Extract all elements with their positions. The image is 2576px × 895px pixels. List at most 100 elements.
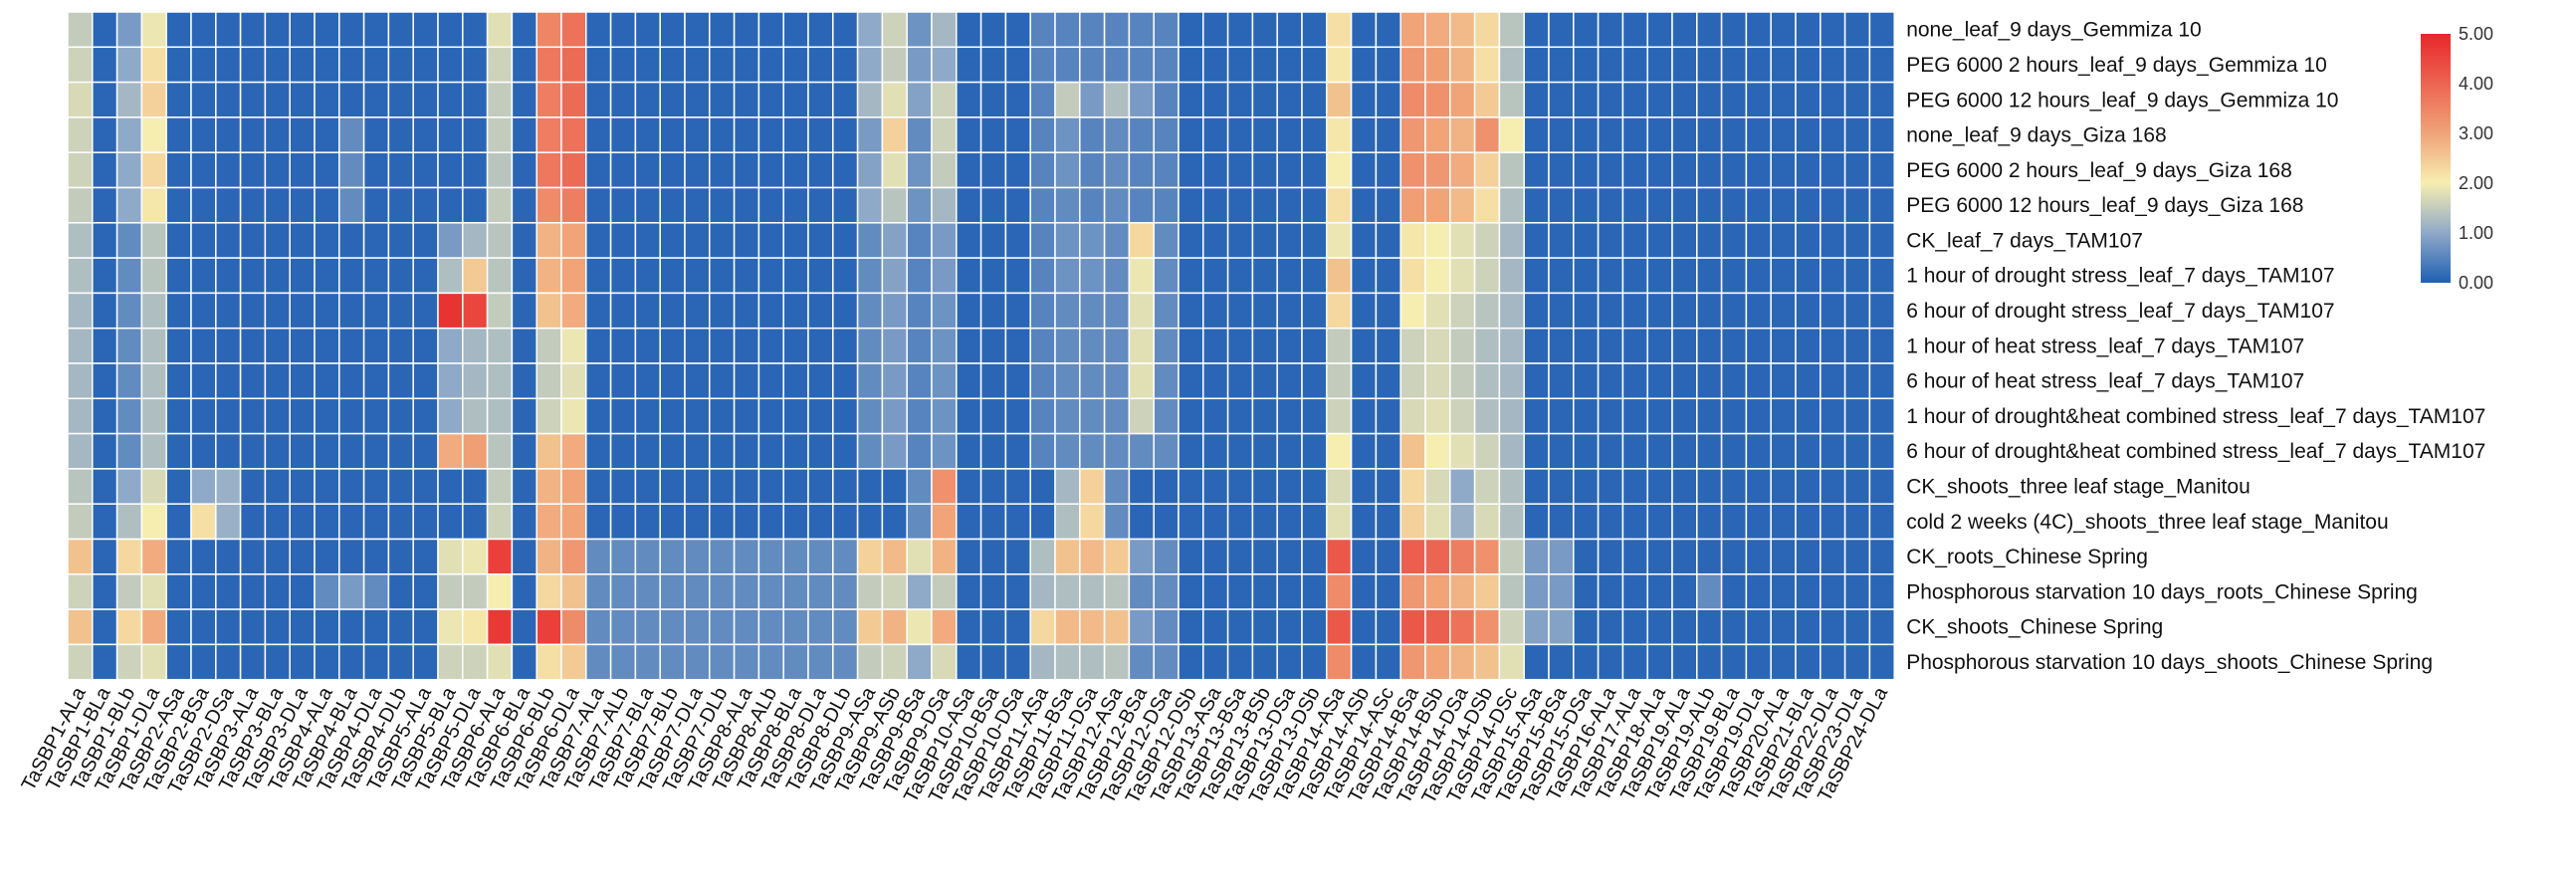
heatmap-cell [511,432,537,470]
heatmap-cell [1054,257,1081,295]
heatmap-cell [1523,608,1550,646]
heatmap-cell [1573,116,1600,153]
heatmap-cell [906,432,933,470]
heatmap-cell [832,643,859,681]
heatmap-cell [1621,608,1648,646]
heatmap-cell [979,81,1007,118]
heatmap-cell [1301,538,1328,575]
heatmap-cell [1720,11,1748,49]
heatmap-cell [1029,432,1056,470]
heatmap-cell [67,643,94,681]
heatmap-cell [1004,292,1031,330]
heatmap-cell [560,503,587,541]
heatmap-cell [684,186,711,224]
heatmap-cell [659,432,686,470]
heatmap-cell [1795,362,1822,400]
heatmap-cell [1326,151,1353,189]
heatmap-cell [609,292,637,330]
heatmap-cell [1820,292,1846,330]
heatmap-cell [1079,503,1106,541]
heatmap-cell [856,362,884,400]
heatmap-cell [956,81,982,118]
heatmap-cell [931,151,958,189]
heatmap-cell [881,362,908,400]
heatmap-cell [1202,292,1229,330]
heatmap-cell [1424,432,1451,470]
heatmap-cell [931,362,958,400]
heatmap-cell [1276,468,1303,505]
heatmap-cell [832,362,859,400]
heatmap-cell [190,362,217,400]
heatmap-cell [1795,116,1822,153]
heatmap-cell [1671,186,1698,224]
heatmap-cell [1597,11,1624,49]
heatmap-cell [1326,397,1353,435]
heatmap-cell [856,186,884,224]
heatmap-cell [881,503,908,541]
heatmap-cell [1424,292,1451,330]
heatmap-cell [264,292,291,330]
heatmap-cell [215,116,242,153]
heatmap-cell [165,503,192,541]
row-label: CK_leaf_7 days_TAM107 [1906,229,2143,252]
heatmap-cell [92,151,118,189]
heatmap-cell [1573,257,1600,295]
heatmap-cell [412,292,439,330]
heatmap-cell [412,468,439,505]
heatmap-cell [856,643,884,681]
heatmap-cell [1128,151,1155,189]
heatmap-cell [1103,468,1131,505]
heatmap-cell [338,362,365,400]
heatmap-cell [462,257,489,295]
heatmap-cell [1573,608,1600,646]
heatmap-cell [1868,46,1895,84]
heatmap-cell [215,186,242,224]
heatmap-cell [1424,538,1451,575]
heatmap-cell [1251,362,1278,400]
heatmap-cell [906,503,933,541]
heatmap-cell [782,222,809,259]
heatmap-cell [1770,186,1797,224]
heatmap-cell [1473,151,1501,189]
heatmap-cell [1868,327,1895,364]
heatmap-cell [1548,151,1575,189]
heatmap-cell [362,81,390,118]
heatmap-cell [1745,432,1772,470]
heatmap-cell [1745,222,1772,259]
heatmap-cell [115,643,143,681]
heatmap-cell [782,81,809,118]
heatmap-cell [1449,292,1476,330]
heatmap-cell [215,503,242,541]
heatmap-cell [1868,608,1895,646]
heatmap-cell [1326,11,1353,49]
heatmap-cell [1350,292,1378,330]
heatmap-cell [782,11,809,49]
heatmap-cell [1473,643,1501,681]
heatmap-cell [1868,292,1895,330]
heatmap-cell [1843,222,1871,259]
heatmap-cell [1770,643,1797,681]
heatmap-cell [1473,573,1501,610]
heatmap-cell [1226,222,1254,259]
heatmap-cell [215,257,242,295]
heatmap-cell [437,116,464,153]
heatmap-cell [709,608,736,646]
heatmap-cell [190,11,217,49]
heatmap-cell [1128,503,1155,541]
heatmap-cell [1548,186,1575,224]
heatmap-cell [1350,362,1378,400]
row-label: Phosphorous starvation 10 days_roots_Chi… [1906,580,2418,603]
heatmap-cell [1029,46,1056,84]
heatmap-cell [362,257,390,295]
heatmap-cell [1820,116,1846,153]
heatmap-cell [190,151,217,189]
heatmap-cell [1621,257,1648,295]
heatmap-cell [1795,397,1822,435]
heatmap-cell [1054,468,1081,505]
heatmap-cell [1226,573,1254,610]
heatmap-cell [931,327,958,364]
heatmap-cell [1795,468,1822,505]
heatmap-cell [1128,11,1155,49]
heatmap-cell [264,222,291,259]
heatmap-cell [1868,468,1895,505]
